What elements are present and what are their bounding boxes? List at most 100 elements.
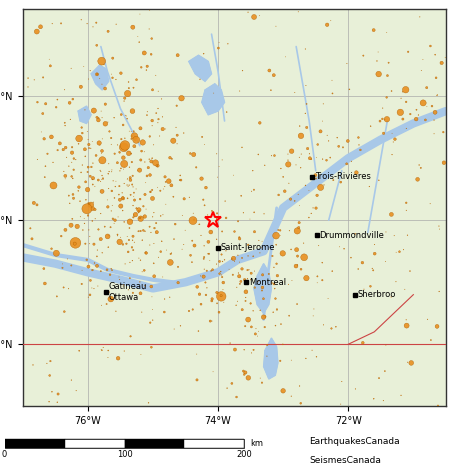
Point	[192, 163, 200, 171]
Point	[170, 235, 177, 243]
Point	[90, 285, 97, 292]
Point	[144, 63, 151, 70]
Point	[186, 194, 193, 201]
Point	[98, 172, 106, 179]
Point	[168, 155, 176, 163]
Point	[217, 292, 225, 299]
Polygon shape	[78, 106, 91, 123]
Point	[223, 384, 231, 392]
Point	[75, 184, 82, 191]
Point	[117, 165, 125, 172]
Point	[367, 283, 374, 290]
Point	[260, 295, 267, 303]
Point	[242, 294, 249, 301]
Point	[260, 313, 267, 321]
Point	[420, 99, 427, 106]
Point	[81, 153, 89, 160]
Point	[215, 163, 222, 170]
Point	[127, 333, 134, 340]
Point	[424, 316, 431, 323]
Point	[78, 280, 86, 288]
Point	[160, 185, 167, 193]
Point	[269, 252, 276, 260]
Point	[98, 149, 105, 157]
Point	[132, 185, 140, 193]
Point	[178, 246, 186, 253]
Point	[222, 214, 230, 222]
Point	[87, 145, 94, 152]
Point	[244, 266, 251, 274]
Point	[141, 267, 148, 274]
Point	[431, 51, 439, 58]
Point	[121, 97, 128, 105]
Point	[244, 8, 252, 16]
Point	[148, 186, 156, 194]
Point	[148, 122, 156, 129]
Point	[101, 85, 109, 92]
Point	[257, 306, 264, 314]
Point	[197, 272, 204, 280]
Point	[116, 196, 123, 204]
Point	[277, 232, 284, 239]
Point	[133, 76, 140, 84]
Polygon shape	[254, 264, 272, 313]
Point	[103, 266, 111, 274]
Point	[93, 113, 101, 121]
Point	[121, 160, 128, 168]
Point	[107, 134, 115, 142]
Point	[62, 172, 69, 180]
Point	[88, 163, 95, 170]
Point	[41, 280, 49, 287]
Point	[75, 140, 82, 148]
Point	[213, 210, 221, 217]
Point	[166, 293, 173, 301]
Point	[244, 316, 252, 323]
Point	[107, 265, 115, 273]
Point	[119, 207, 126, 214]
Point	[265, 270, 273, 278]
Point	[293, 161, 300, 169]
Point	[406, 267, 414, 275]
Point	[239, 67, 246, 74]
Point	[151, 224, 158, 232]
Point	[106, 271, 114, 278]
Point	[47, 357, 54, 365]
Point	[256, 12, 263, 20]
Point	[231, 228, 238, 235]
Point	[95, 116, 102, 124]
Point	[97, 346, 105, 354]
Point	[440, 159, 448, 166]
Point	[415, 161, 423, 169]
Point	[118, 135, 125, 143]
Text: SeismesCanada: SeismesCanada	[309, 456, 381, 465]
Point	[434, 91, 441, 98]
Point	[320, 100, 327, 107]
Point	[302, 110, 309, 117]
Point	[98, 57, 105, 65]
Point	[291, 197, 298, 205]
Text: Trois-Rivieres: Trois-Rivieres	[315, 172, 371, 181]
Point	[37, 23, 44, 30]
Point	[217, 268, 224, 276]
Point	[388, 87, 395, 95]
Point	[148, 155, 156, 162]
Point	[131, 142, 138, 150]
Point	[92, 152, 100, 159]
Point	[373, 57, 380, 65]
Point	[407, 110, 414, 118]
Point	[41, 173, 48, 181]
Point	[396, 248, 403, 255]
Point	[223, 108, 230, 116]
Point	[213, 260, 220, 268]
Point	[47, 62, 54, 70]
Point	[107, 295, 115, 303]
Point	[329, 90, 336, 97]
Point	[433, 92, 440, 99]
Point	[138, 148, 145, 155]
Point	[261, 323, 268, 331]
Point	[255, 327, 262, 335]
Point	[250, 186, 258, 193]
Point	[115, 354, 122, 362]
Point	[128, 158, 136, 166]
Point	[108, 267, 116, 274]
